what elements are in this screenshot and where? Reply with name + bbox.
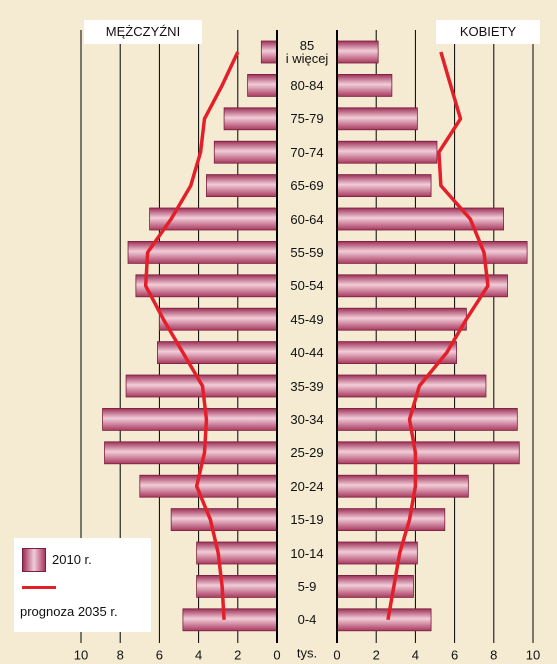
bar-men bbox=[103, 408, 277, 430]
bar-women bbox=[337, 141, 437, 163]
bar-women bbox=[337, 442, 519, 464]
category-label: 75-79 bbox=[277, 112, 337, 125]
x-tick-label: 4 bbox=[412, 647, 419, 662]
category-label: 20-24 bbox=[277, 480, 337, 493]
category-label: 5-9 bbox=[277, 580, 337, 593]
bar-men bbox=[261, 41, 277, 63]
bar-women bbox=[337, 108, 417, 130]
bar-women bbox=[337, 542, 417, 564]
bar-women bbox=[337, 41, 378, 63]
category-label: 55-59 bbox=[277, 246, 337, 259]
bar-women bbox=[337, 575, 413, 597]
category-label: 35-39 bbox=[277, 380, 337, 393]
x-tick-label: 6 bbox=[451, 647, 458, 662]
x-tick-label: 2 bbox=[234, 647, 241, 662]
bar-women bbox=[337, 241, 527, 263]
bar-men bbox=[159, 308, 277, 330]
x-tick-label: 2 bbox=[373, 647, 380, 662]
bar-men bbox=[197, 575, 277, 597]
bar-women bbox=[337, 509, 445, 531]
bar-men bbox=[150, 208, 277, 230]
legend-label: 2010 r. bbox=[52, 552, 92, 567]
category-label: 40-44 bbox=[277, 346, 337, 359]
x-tick-label: 6 bbox=[156, 647, 163, 662]
x-tick-label: 4 bbox=[195, 647, 202, 662]
bar-men bbox=[171, 509, 277, 531]
x-unit: tys. bbox=[297, 645, 317, 660]
category-label: 15-19 bbox=[277, 513, 337, 526]
bar-men bbox=[183, 609, 277, 631]
women-label: KOBIETY bbox=[436, 20, 540, 44]
category-label: 85 i więcej bbox=[277, 39, 337, 65]
bar-women bbox=[337, 175, 431, 197]
category-label: 10-14 bbox=[277, 547, 337, 560]
category-label: 60-64 bbox=[277, 213, 337, 226]
bar-men bbox=[214, 141, 277, 163]
bar-women bbox=[337, 208, 504, 230]
bar-women bbox=[337, 609, 431, 631]
bar-men bbox=[105, 442, 277, 464]
bar-men bbox=[157, 342, 277, 364]
category-label: 25-29 bbox=[277, 446, 337, 459]
x-tick-label: 8 bbox=[117, 647, 124, 662]
category-label: 45-49 bbox=[277, 313, 337, 326]
bar-men bbox=[128, 241, 277, 263]
bar-men bbox=[140, 475, 277, 497]
category-label: 50-54 bbox=[277, 279, 337, 292]
category-label: 30-34 bbox=[277, 413, 337, 426]
x-tick-label: 0 bbox=[333, 647, 340, 662]
bar-men bbox=[224, 108, 277, 130]
x-tick-label: 8 bbox=[490, 647, 497, 662]
bar-women bbox=[337, 475, 468, 497]
bar-women bbox=[337, 408, 517, 430]
category-label: 65-69 bbox=[277, 179, 337, 192]
legend-label: prognoza 2035 r. bbox=[20, 604, 118, 619]
category-label: 80-84 bbox=[277, 79, 337, 92]
x-tick-label: 0 bbox=[273, 647, 280, 662]
bar-men bbox=[136, 275, 277, 297]
bar-men bbox=[197, 542, 277, 564]
x-tick-label: 10 bbox=[526, 647, 540, 662]
legend-swatch bbox=[22, 586, 56, 589]
forecast-line bbox=[388, 52, 488, 620]
bar-women bbox=[337, 375, 486, 397]
bar-men bbox=[248, 74, 277, 96]
bar-men bbox=[206, 175, 277, 197]
category-label: 0-4 bbox=[277, 613, 337, 626]
chart: 0 0 2 2 4 4 6 6 8 8 10 10 tys. MĘŻCZYŹNI KOBIETY 201… bbox=[0, 0, 557, 664]
bar-women bbox=[337, 308, 466, 330]
men-label: MĘŻCZYŹNI bbox=[84, 20, 202, 44]
category-label: 70-74 bbox=[277, 146, 337, 159]
bar-women bbox=[337, 74, 392, 96]
legend-swatch bbox=[22, 548, 46, 572]
x-tick-label: 10 bbox=[74, 647, 88, 662]
legend: 2010 r. prognoza 2035 r. bbox=[14, 538, 151, 632]
